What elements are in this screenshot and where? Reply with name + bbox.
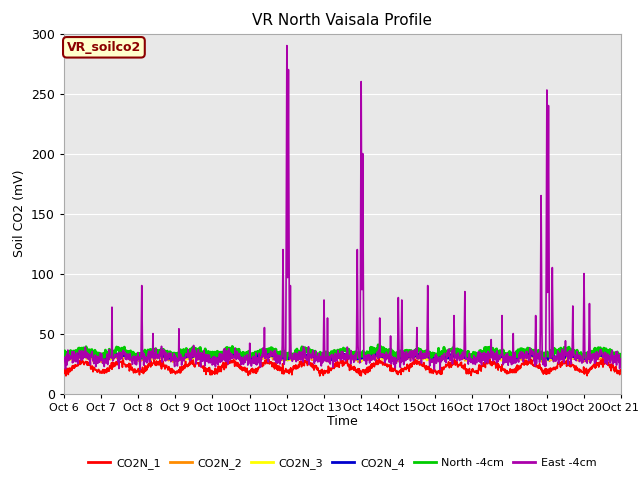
Text: VR_soilco2: VR_soilco2 — [67, 41, 141, 54]
Title: VR North Vaisala Profile: VR North Vaisala Profile — [252, 13, 433, 28]
X-axis label: Time: Time — [327, 415, 358, 429]
Y-axis label: Soil CO2 (mV): Soil CO2 (mV) — [13, 170, 26, 257]
Legend: CO2N_1, CO2N_2, CO2N_3, CO2N_4, North -4cm, East -4cm: CO2N_1, CO2N_2, CO2N_3, CO2N_4, North -4… — [84, 453, 601, 473]
